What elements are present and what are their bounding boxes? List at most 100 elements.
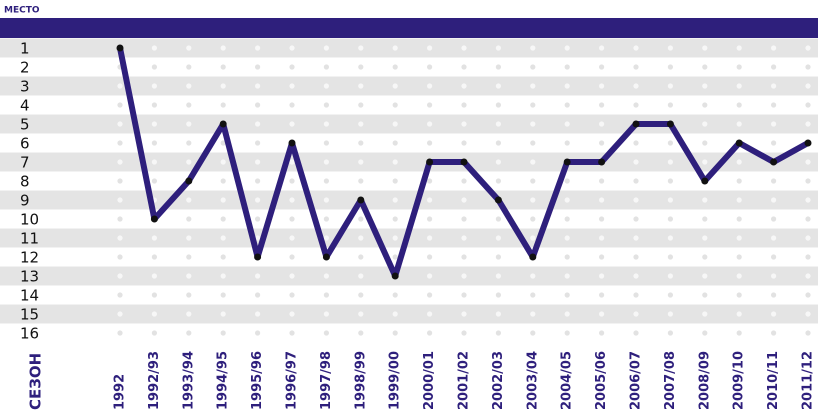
point — [357, 196, 365, 204]
grid-dot — [667, 83, 674, 89]
grid-dot — [323, 330, 329, 336]
row-stripe — [0, 95, 818, 115]
y-tick-label: 7 — [20, 154, 30, 172]
x-tick-label: 2007/08 — [663, 351, 678, 410]
grid-dot — [427, 45, 433, 51]
grid-dot — [461, 216, 467, 222]
grid-dot — [495, 292, 501, 298]
grid-dot — [255, 330, 261, 336]
grid-dot — [255, 140, 261, 146]
row-stripe — [0, 76, 818, 96]
grid-dot — [289, 45, 295, 51]
grid-dot — [186, 140, 192, 146]
point — [598, 158, 606, 166]
y-tick-label: 14 — [20, 287, 39, 305]
grid-dot — [461, 197, 467, 203]
grid-dot — [771, 273, 777, 279]
grid-dot — [702, 83, 708, 89]
x-tick-label: 2009/10 — [732, 351, 747, 410]
grid-dot — [358, 140, 364, 146]
grid-dot — [530, 178, 536, 184]
grid-dot — [392, 311, 398, 317]
point — [426, 158, 434, 166]
grid-dot — [805, 273, 811, 279]
grid-dot — [771, 216, 777, 222]
grid-dot — [323, 273, 329, 279]
grid-dot — [289, 235, 295, 241]
grid-dot — [427, 140, 433, 146]
grid-dot — [151, 292, 157, 298]
grid-dot — [702, 216, 708, 222]
grid-dot — [255, 292, 261, 298]
grid-dot — [564, 45, 570, 51]
grid-dot — [461, 64, 467, 70]
grid-dot — [633, 254, 639, 260]
grid-dot — [564, 83, 570, 89]
grid-dot — [358, 159, 364, 165]
point — [219, 120, 227, 128]
row-stripe — [0, 323, 818, 343]
grid-dot — [667, 64, 674, 70]
grid-dot — [427, 330, 433, 336]
grid-dot — [220, 197, 226, 203]
grid-dot — [530, 216, 536, 222]
grid-dot — [186, 254, 192, 260]
grid-dot — [461, 121, 467, 127]
grid-dot — [599, 292, 605, 298]
grid-dot — [633, 292, 639, 298]
grid-dot — [771, 235, 777, 241]
point — [185, 177, 193, 185]
grid-dot — [220, 311, 226, 317]
y-tick-label: 13 — [20, 268, 39, 286]
grid-dot — [117, 159, 123, 165]
row-stripe — [0, 304, 818, 324]
grid-dot — [392, 121, 398, 127]
grid-dot — [667, 235, 674, 241]
grid-dot — [564, 64, 570, 70]
grid-dot — [427, 273, 433, 279]
grid-dot — [323, 292, 329, 298]
grid-dot — [358, 64, 364, 70]
x-tick-label: 1992 — [113, 374, 128, 410]
grid-dot — [255, 121, 261, 127]
grid-dot — [220, 330, 226, 336]
grid-dot — [530, 64, 536, 70]
grid-dot — [633, 197, 639, 203]
grid-dot — [358, 178, 364, 184]
grid-dot — [186, 273, 192, 279]
grid-dot — [805, 159, 811, 165]
grid-dot — [633, 216, 639, 222]
grid-dot — [255, 311, 261, 317]
grid-dot — [633, 45, 639, 51]
x-tick-label: 2005/06 — [594, 351, 609, 410]
grid-dot — [289, 197, 295, 203]
grid-dot — [805, 216, 811, 222]
point — [804, 139, 812, 147]
grid-dot — [805, 197, 811, 203]
grid-dot — [186, 311, 192, 317]
point — [254, 253, 262, 261]
x-tick-label: 1997/98 — [319, 351, 334, 410]
grid-dot — [323, 64, 329, 70]
point — [632, 120, 640, 128]
grid-dot — [289, 216, 295, 222]
grid-dot — [702, 64, 708, 70]
point — [322, 253, 330, 261]
x-tick-label: 2004/05 — [560, 351, 575, 410]
grid-dot — [771, 292, 777, 298]
grid-dot — [151, 330, 157, 336]
grid-dot — [702, 254, 708, 260]
grid-dot — [427, 254, 433, 260]
grid-dot — [599, 121, 605, 127]
grid-dot — [220, 159, 226, 165]
y-tick-label: 9 — [20, 192, 30, 210]
grid-dot — [736, 311, 742, 317]
grid-dot — [358, 254, 364, 260]
grid-dot — [805, 254, 811, 260]
grid-dot — [151, 102, 157, 108]
grid-dot — [427, 64, 433, 70]
point — [529, 253, 537, 261]
grid-dot — [633, 83, 639, 89]
grid-dot — [151, 178, 157, 184]
x-tick-label: 2011/12 — [801, 351, 816, 410]
